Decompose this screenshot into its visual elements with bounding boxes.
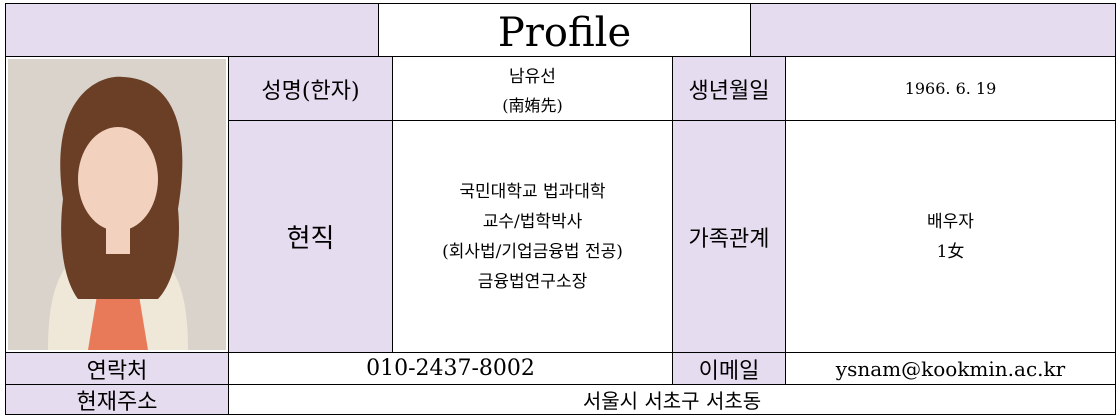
header-fill (5, 3, 379, 57)
contact: 010-2437-8002 (228, 352, 673, 385)
name: 남유선 (509, 66, 556, 87)
family-line: 1女 (936, 241, 965, 262)
address-label: 현재주소 (5, 384, 229, 415)
contact-label: 연락처 (5, 352, 229, 385)
photo-image (8, 59, 226, 350)
job-line: 국민대학교 법과대학 (459, 181, 606, 202)
job-label: 현직 (228, 120, 393, 353)
header-fill (750, 3, 1116, 57)
birth: 1966. 6. 19 (785, 56, 1116, 121)
job-line: 금융법연구소장 (477, 271, 588, 292)
title: Profile (378, 3, 751, 57)
family-cell: 배우자 1女 (785, 120, 1116, 353)
name-label: 성명(한자) (228, 56, 393, 121)
family-line: 배우자 (927, 211, 974, 232)
address: 서울시 서초구 서초동 (228, 384, 1116, 415)
name-hanja: (南姷先) (502, 95, 563, 115)
family-label: 가족관계 (672, 120, 786, 353)
birth-label: 생년월일 (672, 56, 786, 121)
job-line: (회사법/기업금융법 전공) (442, 241, 623, 262)
name-cell: 남유선 (南姷先) (392, 56, 673, 121)
job-line: 교수/법학박사 (482, 211, 583, 232)
photo (5, 56, 229, 353)
email: ysnam@kookmin.ac.kr (785, 352, 1116, 385)
email-label: 이메일 (672, 352, 786, 385)
